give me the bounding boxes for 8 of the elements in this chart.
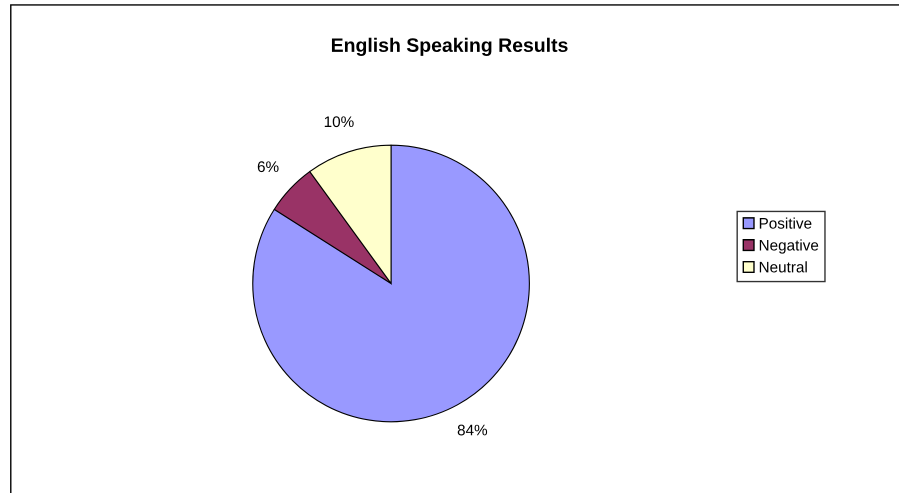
chart-title: English Speaking Results [332, 38, 568, 56]
data-label: 10% [324, 116, 354, 128]
legend-label: Neutral [760, 261, 807, 272]
pie-slice [252, 144, 530, 422]
legend-label: Positive [760, 218, 812, 229]
legend-label: Negative [760, 239, 818, 254]
data-label: 84% [458, 424, 488, 436]
data-label: 6% [258, 161, 279, 172]
